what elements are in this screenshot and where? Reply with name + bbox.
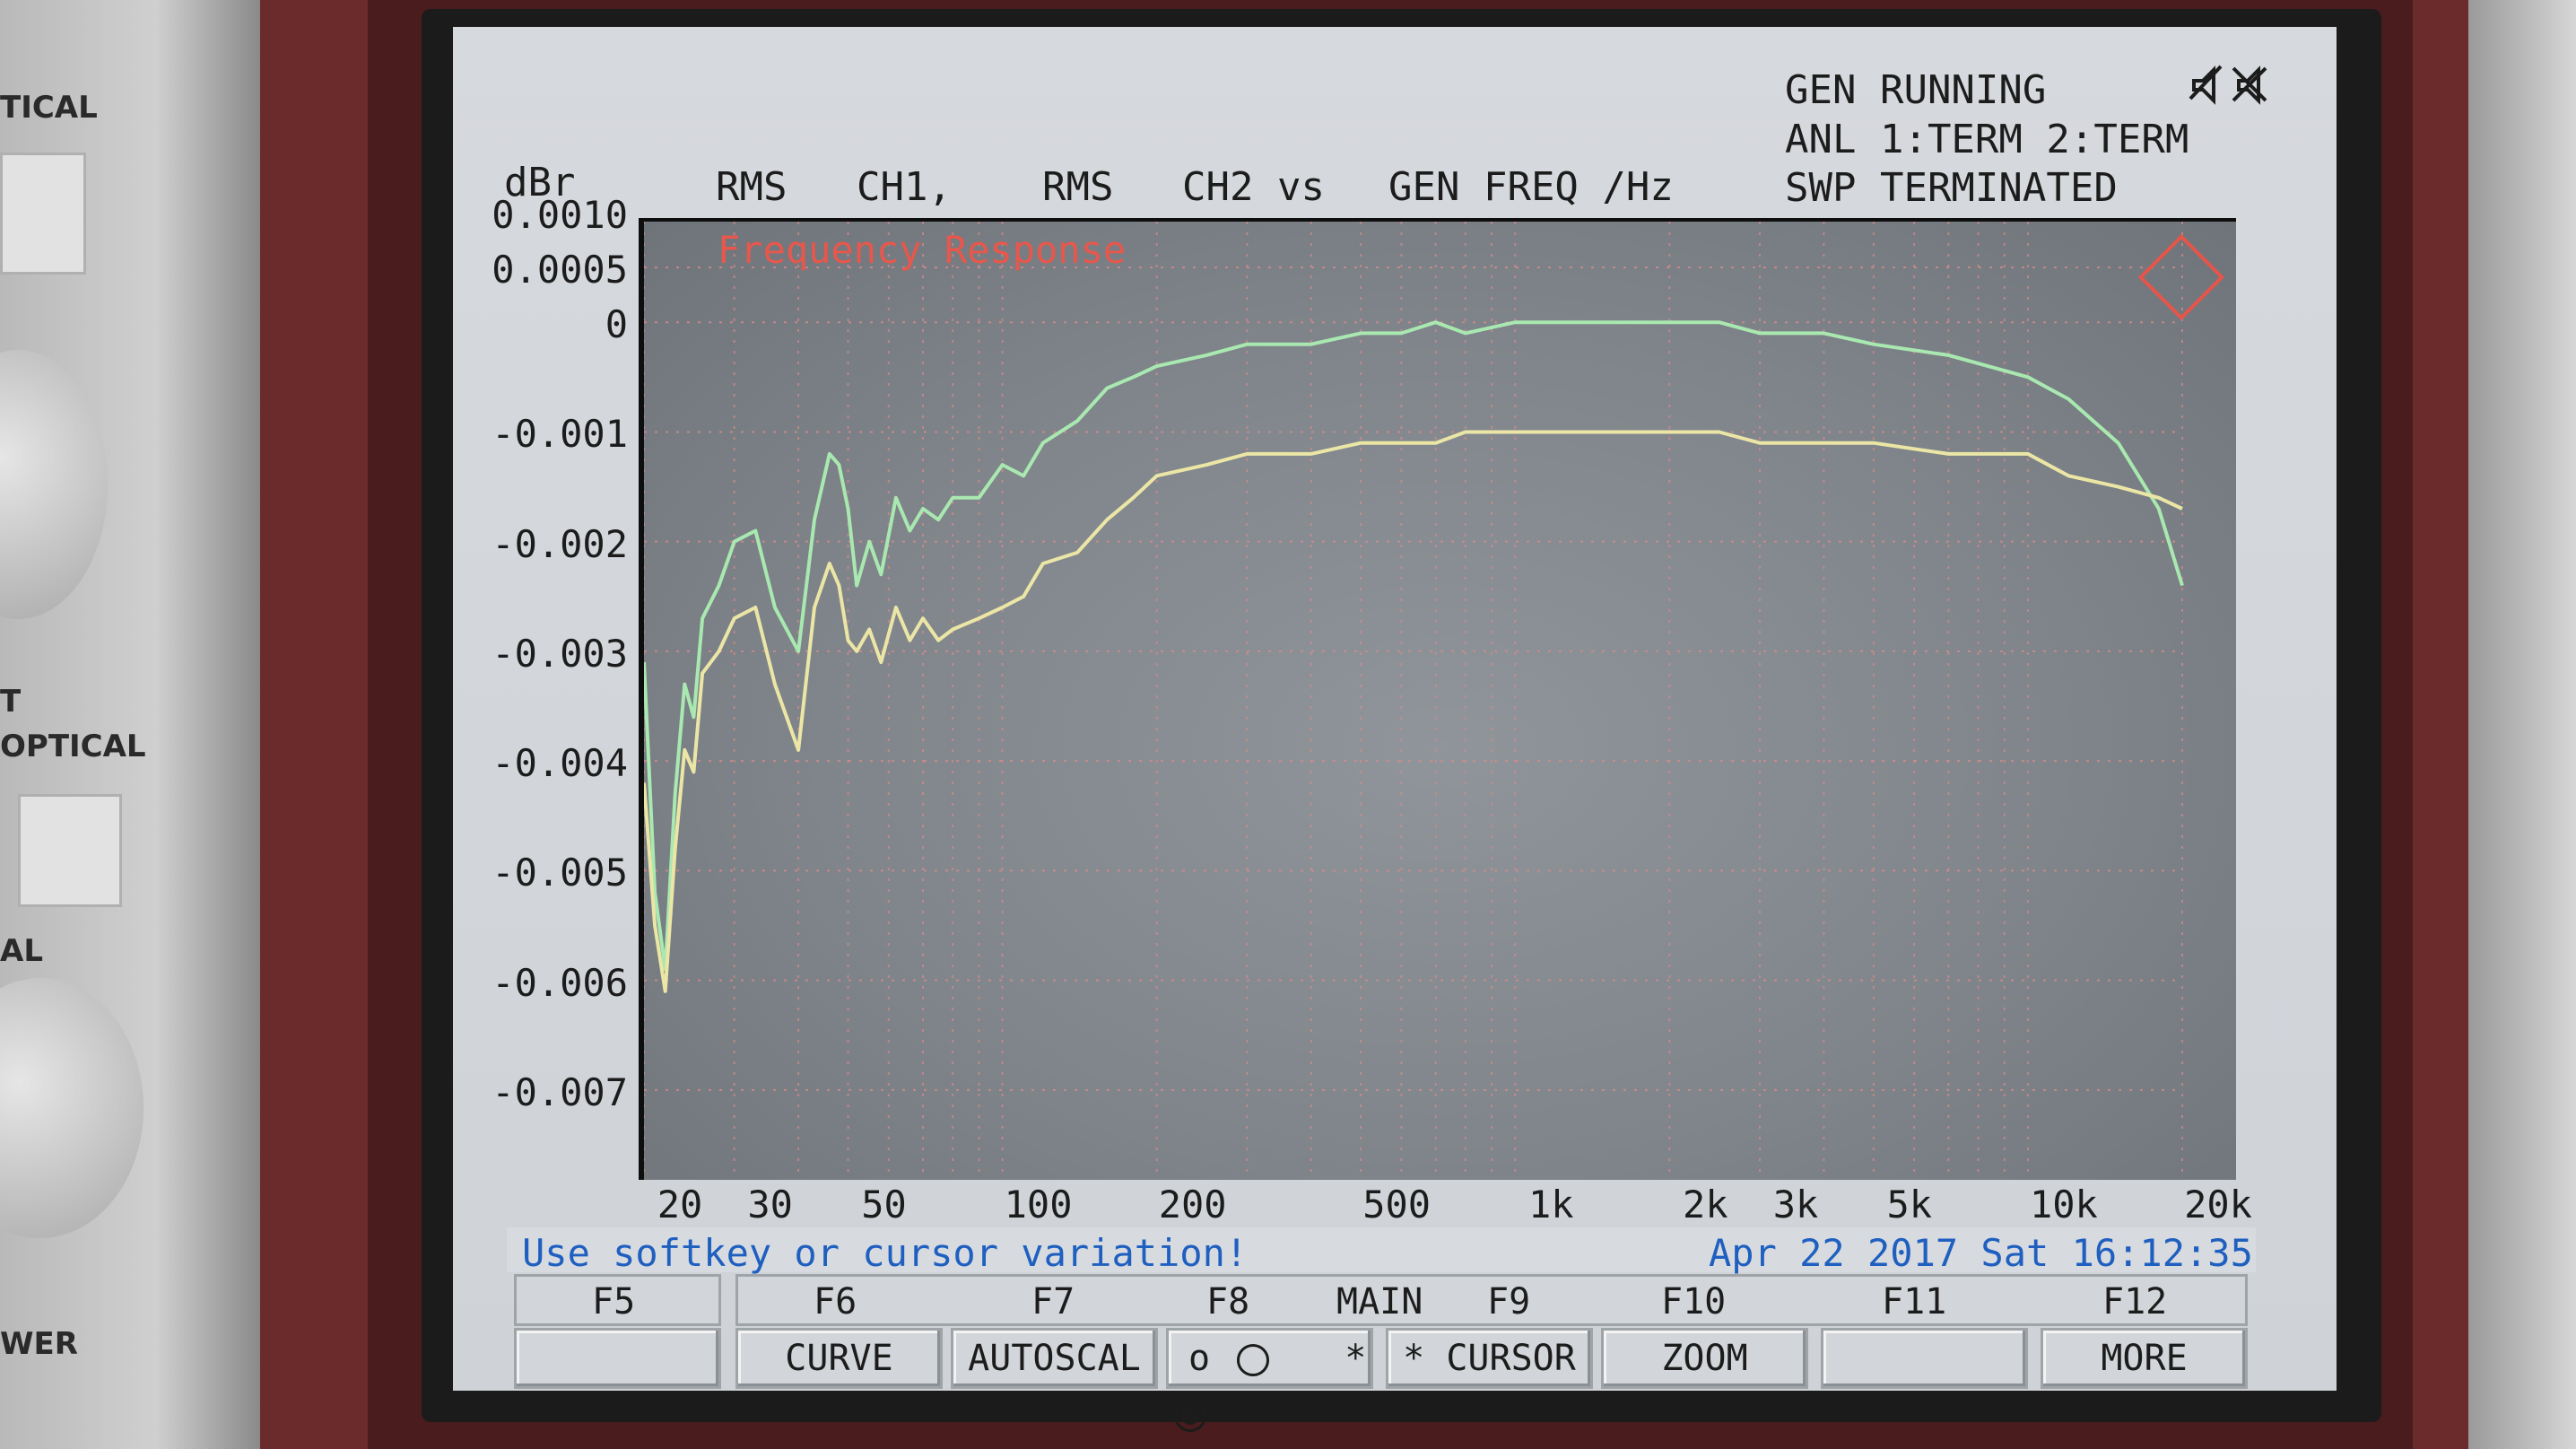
softkey-f5[interactable] [514, 1328, 721, 1389]
panel-label: T [0, 684, 22, 720]
panel-label: TICAL [0, 90, 98, 126]
status-sweep: SWP TERMINATED [1785, 165, 2118, 211]
radio-off-icon [1237, 1344, 1270, 1376]
y-tick-label: -0.007 [492, 1069, 628, 1114]
x-tick-label: 100 [1004, 1183, 1073, 1226]
header-rms1: RMS [716, 164, 788, 210]
x-tick-label: 200 [1158, 1183, 1227, 1226]
y-tick-label: -0.005 [492, 851, 628, 895]
chart-title: Frequency Response [718, 228, 1127, 272]
fkey-f7: F7 [1031, 1281, 1075, 1322]
speaker-mute-icon [2189, 65, 2223, 105]
panel-knob[interactable] [0, 978, 144, 1238]
message-bar [507, 1227, 2256, 1272]
series-2-line [644, 430, 2183, 993]
curve-button[interactable]: CURVE [735, 1328, 943, 1389]
fkey-box-main [735, 1274, 2248, 1326]
softkey-f11[interactable] [1821, 1328, 2028, 1389]
x-tick-label: 5k [1886, 1183, 1933, 1226]
status-gen: GEN RUNNING [1785, 67, 2047, 113]
x-tick-label: 500 [1362, 1183, 1432, 1226]
chart-svg [644, 222, 2184, 1176]
radio-on-label: * [1345, 1338, 1367, 1379]
autoscal-button[interactable]: AUTOSCAL [951, 1328, 1158, 1389]
radio-off-label: o [1188, 1338, 1211, 1379]
fkey-f6: F6 [814, 1281, 857, 1322]
header-genfreq: GEN FREQ /Hz [1388, 164, 1674, 210]
x-tick-label: 50 [861, 1183, 907, 1226]
panel-knob[interactable] [0, 350, 108, 619]
y-unit-label: dBr [504, 160, 576, 205]
status-anl: ANL 1:TERM 2:TERM [1785, 117, 2189, 162]
fkey-f8: F8 [1206, 1281, 1250, 1322]
x-tick-label: 30 [747, 1183, 793, 1226]
y-tick-label: -0.006 [492, 960, 628, 1005]
grid [644, 222, 2183, 1176]
header-rms2: RMS [1042, 164, 1114, 210]
traces [644, 320, 2184, 993]
panel-label: OPTICAL [0, 729, 146, 764]
instrument-panel-right [2468, 0, 2576, 1449]
speaker-off-icon [2232, 65, 2267, 105]
radio-on-icon [1174, 1400, 1206, 1432]
y-tick-label: 0.0005 [492, 248, 628, 292]
panel-button[interactable] [0, 153, 86, 275]
date-time: Apr 22 2017 Sat 16:12:35 [1709, 1231, 2253, 1275]
zoom-button[interactable]: ZOOM [1601, 1328, 1808, 1389]
y-tick-label: 0.0010 [492, 193, 628, 237]
y-tick-label: -0.004 [492, 741, 628, 786]
x-tick-label: 10k [2029, 1183, 2098, 1226]
y-tick-label: -0.001 [492, 412, 628, 457]
series-1-line [644, 320, 2184, 972]
x-tick-label: 20k [2184, 1183, 2252, 1226]
cursor-button[interactable]: * CURSOR [1386, 1328, 1593, 1389]
x-tick-label: 1k [1527, 1183, 1574, 1226]
y-tick-label: -0.002 [492, 521, 628, 566]
x-tick-label: 20 [657, 1183, 703, 1226]
fkey-f12: F12 [2102, 1281, 2168, 1322]
fkey-f9: F9 [1487, 1281, 1531, 1322]
header-ch1: CH1, [857, 164, 952, 210]
fkey-f10: F10 [1661, 1281, 1727, 1322]
x-tick-label: 2k [1683, 1183, 1728, 1226]
panel-label: AL [0, 933, 43, 969]
radio-toggle-button[interactable]: o * [1166, 1328, 1373, 1432]
fkey-f5: F5 [592, 1281, 636, 1322]
more-button[interactable]: MORE [2041, 1328, 2248, 1389]
fkey-box-f5 [514, 1274, 721, 1326]
status-icons [2189, 65, 2267, 105]
plot-area [639, 218, 2236, 1180]
y-tick-label: -0.003 [492, 631, 628, 676]
x-tick-label: 3k [1772, 1183, 1819, 1226]
panel-label: WER [0, 1326, 78, 1362]
header-ch2vs: CH2 vs [1182, 164, 1325, 210]
panel-button[interactable] [18, 794, 122, 907]
fkey-f11: F11 [1882, 1281, 1947, 1322]
y-tick-label: 0 [605, 302, 628, 347]
status-message: Use softkey or cursor variation! [522, 1231, 1249, 1275]
fkey-main: MAIN [1336, 1281, 1423, 1322]
instrument-panel-left: TICAL T OPTICAL AL WER [0, 0, 260, 1449]
